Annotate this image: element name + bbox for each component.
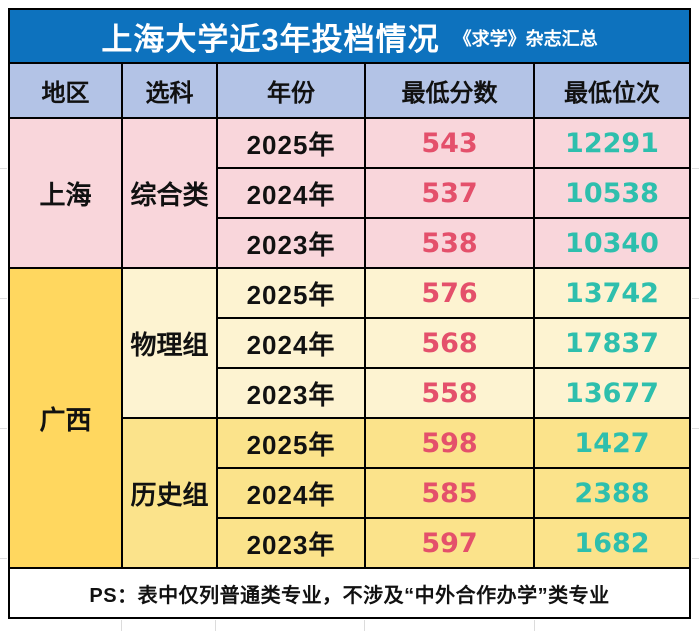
footnote: PS：表中仅列普通类专业，不涉及“中外合作办学”类专业 bbox=[10, 569, 689, 617]
spreadsheet-gridline bbox=[692, 428, 699, 429]
title-bar: 上海大学近3年投档情况 《求学》杂志汇总 bbox=[10, 10, 689, 62]
year-cell: 2023年 bbox=[218, 219, 364, 267]
year-cell: 2023年 bbox=[218, 519, 364, 567]
subject-cell-wuli: 物理组 bbox=[123, 269, 216, 417]
spreadsheet-gridline bbox=[364, 620, 365, 631]
spreadsheet-gridline bbox=[692, 558, 699, 559]
spreadsheet-gridline bbox=[692, 298, 699, 299]
column-header-score: 最低分数 bbox=[366, 64, 533, 117]
score-cell: 598 bbox=[366, 419, 533, 467]
rank-cell: 2388 bbox=[535, 469, 689, 517]
rank-cell: 13742 bbox=[535, 269, 689, 317]
spreadsheet-gridline bbox=[692, 168, 699, 169]
region-cell-guangxi: 广西 bbox=[10, 269, 121, 567]
score-cell: 585 bbox=[366, 469, 533, 517]
year-cell: 2025年 bbox=[218, 269, 364, 317]
score-cell: 568 bbox=[366, 319, 533, 367]
spreadsheet-gridline bbox=[534, 620, 535, 631]
spreadsheet-gridline bbox=[215, 620, 216, 631]
rank-cell: 1427 bbox=[535, 419, 689, 467]
subject-cell-zonghe: 综合类 bbox=[123, 119, 216, 267]
year-cell: 2024年 bbox=[218, 469, 364, 517]
score-cell: 537 bbox=[366, 169, 533, 217]
admission-table: 上海大学近3年投档情况 《求学》杂志汇总 地区 选科 年份 最低分数 最低位次 … bbox=[8, 8, 691, 619]
score-cell: 538 bbox=[366, 219, 533, 267]
spreadsheet-gridline bbox=[0, 298, 7, 299]
rank-cell: 17837 bbox=[535, 319, 689, 367]
score-cell: 597 bbox=[366, 519, 533, 567]
subject-cell-lishi: 历史组 bbox=[123, 419, 216, 567]
spreadsheet-gridline bbox=[121, 620, 122, 631]
year-cell: 2024年 bbox=[218, 319, 364, 367]
spreadsheet-gridline bbox=[0, 428, 7, 429]
spreadsheet-gridline bbox=[0, 168, 7, 169]
region-cell-shanghai: 上海 bbox=[10, 119, 121, 267]
rank-cell: 10538 bbox=[535, 169, 689, 217]
rank-cell: 12291 bbox=[535, 119, 689, 167]
score-cell: 576 bbox=[366, 269, 533, 317]
rank-cell: 13677 bbox=[535, 369, 689, 417]
rank-cell: 10340 bbox=[535, 219, 689, 267]
score-cell: 543 bbox=[366, 119, 533, 167]
score-cell: 558 bbox=[366, 369, 533, 417]
page-title: 上海大学近3年投档情况 bbox=[101, 21, 440, 57]
rank-cell: 1682 bbox=[535, 519, 689, 567]
spreadsheet-gridline bbox=[0, 558, 7, 559]
column-header-year: 年份 bbox=[218, 64, 364, 117]
source-badge: 《求学》杂志汇总 bbox=[453, 29, 598, 49]
column-header-region: 地区 bbox=[10, 64, 121, 117]
column-header-rank: 最低位次 bbox=[535, 64, 689, 117]
year-cell: 2023年 bbox=[218, 369, 364, 417]
year-cell: 2025年 bbox=[218, 119, 364, 167]
year-cell: 2025年 bbox=[218, 419, 364, 467]
year-cell: 2024年 bbox=[218, 169, 364, 217]
column-header-subject: 选科 bbox=[123, 64, 216, 117]
